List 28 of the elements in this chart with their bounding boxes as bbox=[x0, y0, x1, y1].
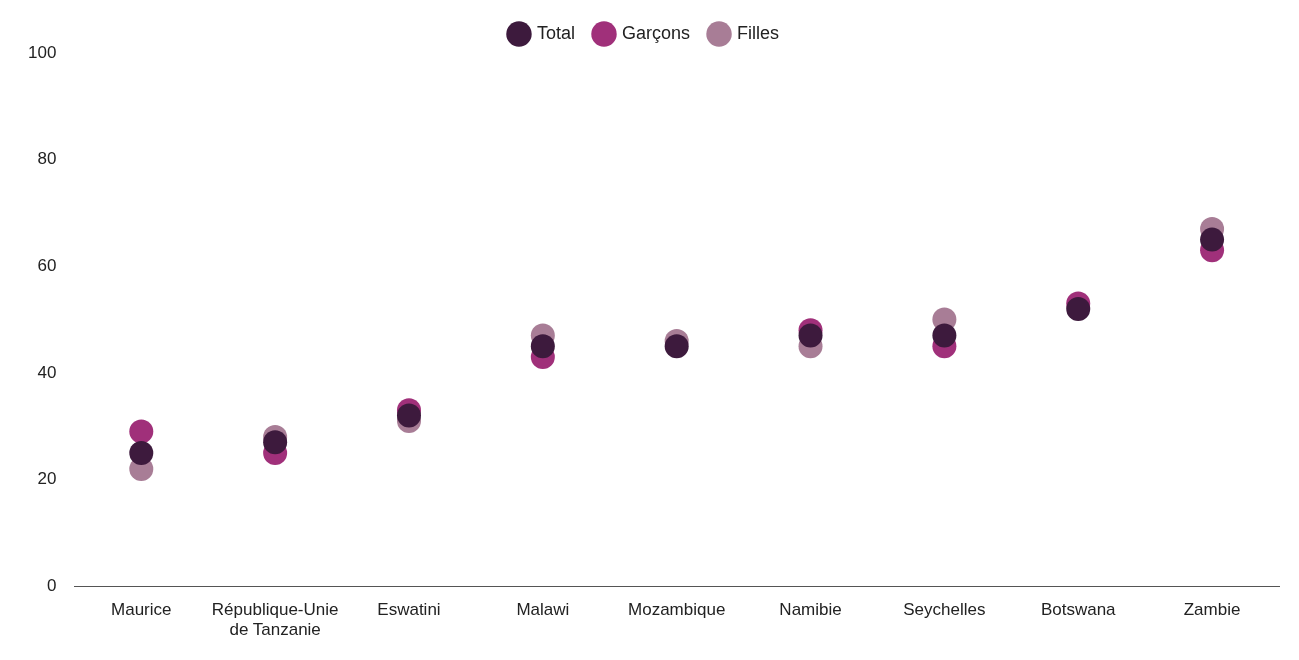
point bbox=[263, 430, 288, 455]
point bbox=[664, 334, 689, 359]
x-tick-label: Namibie bbox=[779, 600, 842, 620]
point bbox=[396, 403, 421, 428]
x-tick-label: Eswatini bbox=[377, 600, 441, 620]
point bbox=[1066, 296, 1091, 321]
x-tick-label: Malawi bbox=[516, 600, 570, 620]
x-tick-label: Maurice bbox=[111, 600, 172, 620]
point bbox=[798, 323, 823, 348]
legend-label: Total bbox=[536, 22, 576, 43]
y-tick-label: 40 bbox=[37, 362, 57, 382]
x-tick-label: Botswana bbox=[1040, 600, 1117, 620]
point bbox=[1200, 227, 1225, 252]
x-tick-label: République-Unie de Tanzanie bbox=[211, 600, 339, 640]
point bbox=[129, 440, 154, 465]
x-tick-label: Mozambique bbox=[628, 600, 726, 620]
x-tick-label: Seychelles bbox=[903, 600, 986, 620]
legend-label: Filles bbox=[737, 22, 780, 43]
y-tick-label: 100 bbox=[27, 42, 57, 62]
y-tick-label: 20 bbox=[37, 469, 57, 489]
y-tick-label: 80 bbox=[37, 149, 57, 169]
legend-label: Garçons bbox=[622, 22, 691, 43]
point bbox=[129, 419, 154, 444]
y-tick-label: 0 bbox=[46, 575, 57, 595]
y-tick-label: 60 bbox=[37, 255, 57, 275]
point bbox=[932, 323, 957, 348]
x-tick-label: Zambie bbox=[1183, 600, 1241, 620]
point bbox=[530, 334, 555, 359]
